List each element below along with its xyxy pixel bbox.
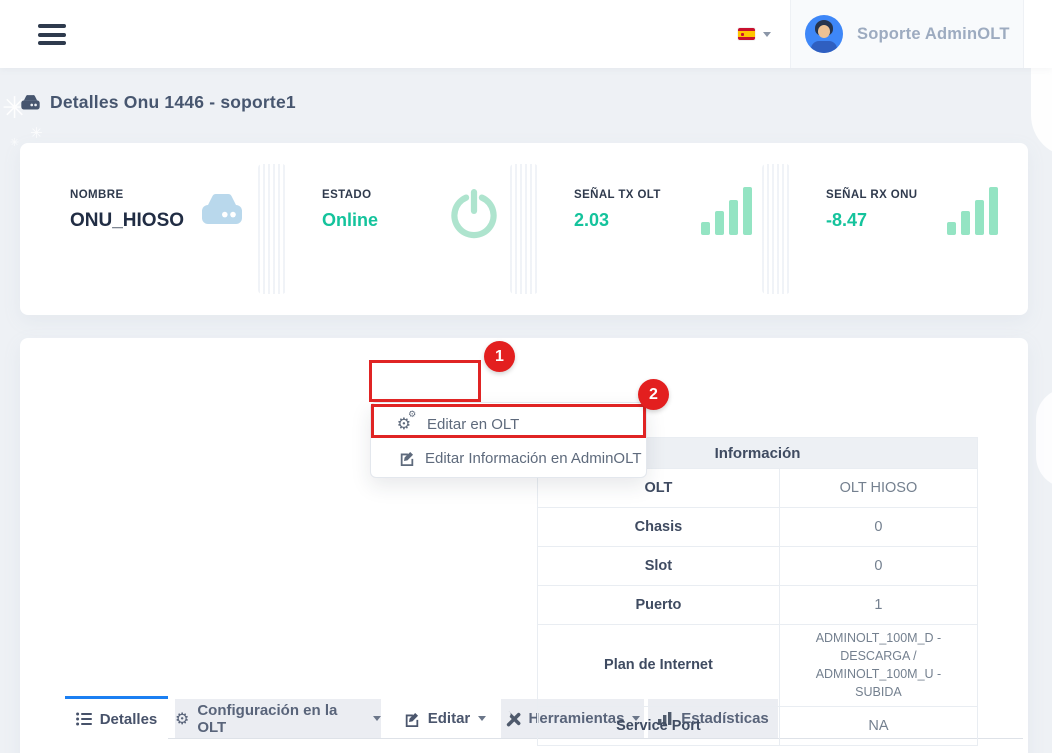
edit-icon [400, 451, 414, 466]
language-selector[interactable] [738, 28, 771, 40]
signal-bars-icon [942, 187, 1002, 235]
top-navbar: Soporte AdminOLT [0, 0, 1052, 68]
spain-flag-icon [738, 28, 755, 40]
chevron-down-icon [478, 716, 487, 721]
tab-herramientas[interactable]: Herramientas [501, 699, 644, 738]
user-menu[interactable]: Soporte AdminOLT [790, 0, 1024, 68]
cogs-icon: ⚙ ⚙ [396, 410, 417, 433]
annotation-step-badge-2: 2 [638, 379, 669, 410]
divider [510, 164, 538, 294]
tools-icon [504, 710, 520, 726]
user-name: Soporte AdminOLT [857, 24, 1010, 43]
stat-estado: ESTADO Online [322, 189, 379, 230]
list-icon [75, 712, 92, 726]
tab-detalles[interactable]: Detalles [65, 696, 168, 739]
tab-divider-line [65, 738, 1023, 739]
menu-item-editar-en-olt[interactable]: ⚙ ⚙ Editar en OLT [396, 410, 520, 433]
stat-nombre: NOMBRE ONU_HIOSO [70, 189, 185, 231]
bar-chart-icon [658, 712, 672, 725]
informacion-table: Información OLT OLT HIOSO Chasis 0 Slot … [537, 437, 978, 746]
edit-icon [405, 712, 418, 727]
menu-item-editar-informacion-adminolt[interactable]: Editar Información en AdminOLT [371, 441, 646, 475]
divider [258, 164, 286, 294]
onu-details-card: Detalles ⚙ Configuración en la OLT Edita… [20, 338, 1028, 753]
chevron-down-icon [373, 716, 381, 721]
sparkle-decoration [10, 138, 19, 149]
stat-senal-tx-olt: SEÑAL TX OLT 2.03 [574, 189, 661, 230]
power-icon [444, 187, 504, 239]
background-decoration [1036, 388, 1052, 488]
tab-estadisticas[interactable]: Estadísticas [648, 699, 778, 738]
table-row: Plan de Internet ADMINOLT_100M_D - DESCA… [538, 625, 977, 707]
hdd-icon [192, 187, 252, 231]
table-row: Puerto 1 [538, 586, 977, 625]
avatar [805, 15, 843, 53]
table-row: Chasis 0 [538, 508, 977, 547]
tab-editar[interactable]: Editar [392, 699, 498, 738]
gear-icon: ⚙ [175, 708, 190, 728]
chevron-down-icon [763, 31, 771, 37]
hdd-icon [21, 95, 40, 110]
onu-status-card: NOMBRE ONU_HIOSO ESTADO Online SEÑAL TX … [20, 143, 1028, 315]
signal-bars-icon [696, 187, 756, 235]
chevron-down-icon [632, 716, 641, 721]
tab-configuracion-olt[interactable]: ⚙ Configuración en la OLT [175, 699, 381, 738]
annotation-step-badge-1: 1 [484, 341, 515, 372]
table-row: OLT OLT HIOSO [538, 469, 977, 508]
editar-dropdown-menu: ⚙ ⚙ Editar en OLT Editar Información en A… [370, 402, 647, 478]
table-row: Slot 0 [538, 547, 977, 586]
sparkle-decoration [30, 126, 43, 141]
divider [762, 164, 790, 294]
page-title: Detalles Onu 1446 - soporte1 [20, 92, 296, 113]
background-decoration [1031, 62, 1052, 157]
hamburger-menu-icon[interactable] [38, 24, 66, 45]
stat-senal-rx-onu: SEÑAL RX ONU -8.47 [826, 189, 918, 230]
table-row: Service Port NA [538, 706, 977, 746]
